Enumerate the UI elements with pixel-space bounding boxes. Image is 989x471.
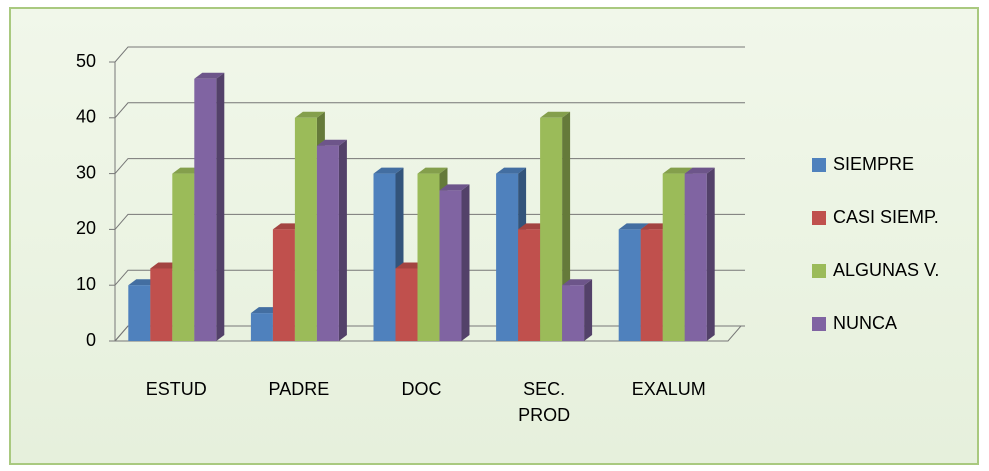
bar-top	[417, 167, 448, 174]
bar-side	[216, 72, 225, 342]
grid-line	[114, 46, 745, 63]
bar	[172, 173, 195, 341]
y-tick-label: 40	[76, 107, 96, 127]
bar	[316, 145, 339, 341]
y-tick-label: 0	[86, 330, 96, 350]
legend-label: SIEMPRE	[833, 154, 914, 174]
bar	[294, 117, 317, 341]
chart-frame	[9, 7, 979, 465]
bar-top	[562, 279, 593, 286]
x-tick-label: EXALUM	[631, 379, 706, 399]
bar-top	[294, 111, 325, 118]
bar-top	[684, 167, 715, 174]
grid-line	[114, 102, 745, 119]
bar-top	[496, 167, 527, 174]
bar-top	[373, 167, 404, 174]
bar	[618, 229, 641, 341]
bar	[496, 173, 519, 341]
bar-top	[439, 184, 470, 191]
x-tick-label: ESTUD	[145, 379, 207, 399]
legend-swatch	[812, 264, 826, 278]
bar	[640, 229, 663, 341]
bar-top	[194, 72, 225, 79]
y-tick-label: 10	[76, 274, 96, 294]
legend-label: NUNCA	[833, 313, 897, 333]
bar-top	[662, 167, 693, 174]
bar-side	[706, 167, 715, 341]
bar	[518, 229, 541, 341]
bar	[250, 313, 273, 341]
legend-label: ALGUNAS V.	[833, 260, 939, 280]
bar	[128, 285, 151, 341]
bar	[417, 173, 440, 341]
bar	[194, 78, 217, 342]
bar	[562, 285, 585, 341]
bar	[373, 173, 396, 341]
bar	[439, 190, 462, 341]
x-tick-label: SEC. PROD	[518, 379, 571, 425]
bar-side	[461, 184, 470, 341]
bar	[395, 268, 418, 341]
x-tick-label: PADRE	[268, 379, 330, 399]
bar-top	[540, 111, 571, 118]
bar-top	[316, 139, 347, 146]
bar-side	[584, 279, 593, 341]
y-tick-label: 20	[76, 218, 96, 238]
grid-line	[114, 213, 745, 230]
legend-swatch	[812, 158, 826, 172]
legend-swatch	[812, 211, 826, 225]
y-tick-label: 30	[76, 162, 96, 182]
y-tick-label: 50	[76, 51, 96, 71]
legend-swatch	[812, 317, 826, 331]
bar-top	[618, 223, 649, 230]
bar	[662, 173, 685, 341]
x-tick-label: DOC	[401, 379, 442, 399]
bar	[150, 268, 173, 341]
grid-line	[114, 158, 745, 174]
bar	[684, 173, 707, 341]
legend-label: CASI SIEMP.	[833, 207, 939, 227]
bar	[540, 117, 563, 341]
bar	[272, 229, 295, 341]
bar-side	[338, 139, 347, 341]
